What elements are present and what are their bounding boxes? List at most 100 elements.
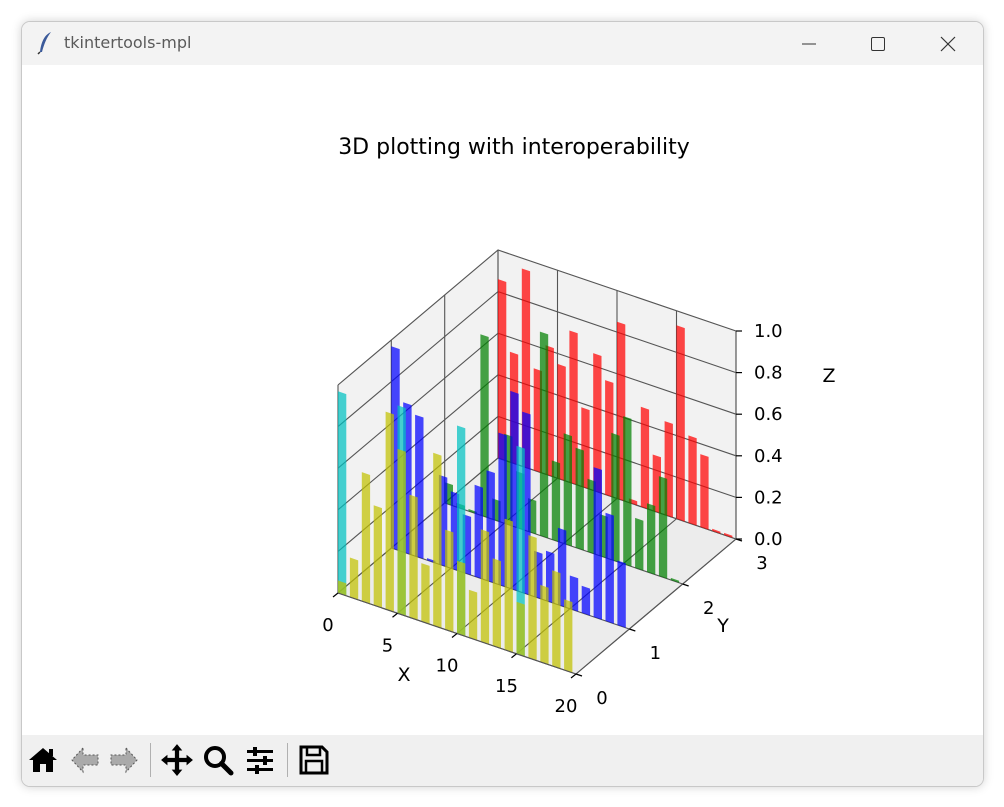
maximize-icon bbox=[871, 36, 885, 51]
z-tick-label: 0.0 bbox=[754, 529, 783, 550]
plot-canvas[interactable]: 3D plotting with interoperability 0 5 10 15… bbox=[22, 65, 983, 735]
x-tick bbox=[332, 592, 339, 598]
bar bbox=[433, 452, 442, 629]
bar bbox=[397, 448, 406, 617]
z-tick-label: 0.2 bbox=[754, 487, 783, 508]
z-tick-label: 1.0 bbox=[754, 321, 783, 342]
bar bbox=[551, 460, 561, 543]
bar bbox=[564, 599, 573, 673]
minimize-icon bbox=[802, 43, 816, 44]
minimize-button[interactable] bbox=[774, 22, 844, 65]
back-arrow-icon bbox=[71, 746, 99, 774]
bar bbox=[575, 447, 584, 551]
navigation-toolbar bbox=[22, 735, 983, 786]
x-tick-label: 0 bbox=[322, 615, 333, 636]
home-icon bbox=[29, 748, 57, 772]
bar bbox=[563, 433, 572, 547]
x-tick-label: 15 bbox=[495, 676, 518, 697]
bar bbox=[676, 325, 685, 522]
bar bbox=[593, 467, 602, 620]
y-tick-label: 1 bbox=[650, 643, 661, 664]
z-tick-label: 0.6 bbox=[754, 404, 783, 425]
z-tick-label: 0.4 bbox=[754, 446, 783, 467]
bar bbox=[338, 580, 347, 596]
bar bbox=[552, 570, 561, 669]
back-button[interactable] bbox=[67, 742, 103, 778]
y-tick bbox=[629, 628, 636, 632]
y-tick-label: 3 bbox=[756, 553, 767, 574]
bar bbox=[373, 505, 382, 608]
gridline-z bbox=[337, 249, 737, 386]
bar bbox=[480, 529, 490, 645]
toolbar-separator bbox=[287, 743, 288, 777]
x-tick-label: 5 bbox=[382, 635, 393, 656]
app-window: tkintertools-mpl 3D plotting with intero… bbox=[21, 21, 984, 787]
y-tick-label: 2 bbox=[703, 598, 714, 619]
bar bbox=[724, 532, 733, 538]
y-axis-label: Y bbox=[716, 615, 729, 637]
bar bbox=[658, 476, 668, 579]
bar bbox=[504, 518, 513, 653]
y-tick bbox=[575, 673, 583, 677]
home-button[interactable] bbox=[25, 742, 61, 778]
forward-arrow-icon bbox=[110, 746, 138, 774]
bar bbox=[516, 601, 525, 657]
bar bbox=[581, 585, 591, 616]
bar bbox=[647, 503, 656, 575]
x-tick bbox=[570, 673, 577, 679]
y-axis-line bbox=[575, 538, 737, 675]
bar bbox=[700, 454, 709, 530]
bar bbox=[457, 560, 466, 637]
x-tick bbox=[511, 653, 517, 659]
window-title: tkintertools-mpl bbox=[64, 33, 192, 52]
bar bbox=[468, 589, 478, 641]
magnifier-icon bbox=[204, 746, 234, 776]
bar bbox=[421, 563, 430, 625]
toolbar-separator bbox=[150, 743, 151, 777]
y-tick bbox=[682, 583, 689, 587]
bar bbox=[338, 391, 347, 596]
x-tick-label: 20 bbox=[555, 696, 578, 717]
bar bbox=[640, 406, 650, 510]
bar bbox=[670, 577, 680, 583]
bar bbox=[361, 472, 371, 604]
move-icon bbox=[161, 744, 193, 776]
x-tick-label: 10 bbox=[436, 656, 459, 677]
save-button[interactable] bbox=[296, 742, 332, 778]
sliders-icon bbox=[247, 747, 273, 774]
close-icon bbox=[940, 36, 956, 51]
x-tick bbox=[451, 633, 458, 638]
bar bbox=[540, 584, 549, 665]
bar bbox=[349, 557, 359, 600]
forward-button[interactable] bbox=[106, 742, 142, 778]
bar bbox=[492, 558, 501, 649]
x-tick bbox=[392, 612, 398, 618]
bar bbox=[593, 353, 602, 494]
bar bbox=[712, 528, 721, 534]
bar bbox=[409, 494, 418, 621]
y-tick-label: 0 bbox=[596, 688, 607, 709]
z-axis-label: Z bbox=[822, 365, 835, 387]
title-bar[interactable]: tkintertools-mpl bbox=[22, 22, 983, 65]
close-button[interactable] bbox=[913, 22, 983, 65]
pan-button[interactable] bbox=[159, 742, 195, 778]
bar bbox=[688, 435, 697, 526]
z-tick-label: 0.8 bbox=[754, 363, 783, 384]
chart-title: 3D plotting with interoperability bbox=[338, 135, 690, 160]
x-axis-label: X bbox=[397, 664, 410, 686]
zoom-button[interactable] bbox=[200, 742, 236, 778]
maximize-button[interactable] bbox=[843, 22, 913, 65]
floppy-disk-icon bbox=[299, 745, 329, 775]
bar bbox=[635, 517, 644, 571]
bar bbox=[539, 331, 549, 539]
chart-3d[interactable]: 3D plotting with interoperability 051015… bbox=[22, 65, 983, 735]
bar bbox=[605, 512, 614, 624]
bar bbox=[623, 416, 632, 567]
bar bbox=[445, 529, 454, 633]
bar bbox=[617, 560, 626, 628]
feather-icon bbox=[37, 32, 51, 55]
bar bbox=[498, 279, 507, 461]
configure-subplots-button[interactable] bbox=[242, 742, 278, 778]
bar bbox=[528, 535, 537, 661]
bar bbox=[385, 411, 394, 612]
